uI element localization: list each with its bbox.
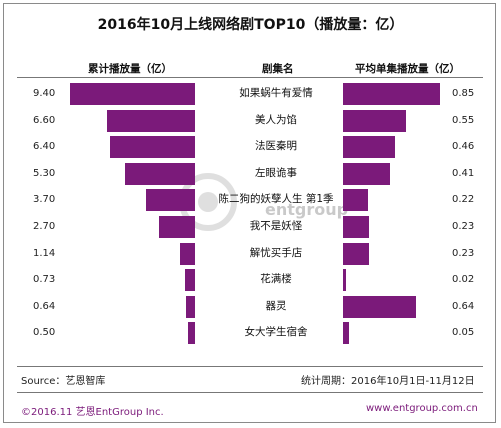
- left-value-label: 2.70: [33, 221, 56, 232]
- left-bar: [179, 242, 195, 265]
- right-bar: [343, 83, 440, 105]
- category-label: 解忧买手店: [249, 246, 303, 259]
- category-label: 我不是妖怪: [249, 220, 303, 232]
- category-label: 器灵: [265, 299, 287, 312]
- right-bar: [343, 322, 349, 345]
- left-bar: [159, 216, 195, 238]
- right-value-label: 0.23: [452, 221, 475, 232]
- footer-rule-top: [17, 366, 483, 367]
- left-value-label: 0.64: [33, 300, 56, 312]
- right-value-label: 0.46: [452, 141, 475, 153]
- left-value-label: 1.14: [33, 247, 56, 259]
- left-bar: [109, 136, 195, 159]
- right-bar: [343, 109, 406, 132]
- right-bar: [343, 162, 390, 185]
- right-value-label: 0.64: [452, 300, 475, 312]
- category-label: 美人为馅: [255, 113, 297, 126]
- right-bar: [343, 189, 369, 212]
- right-bar: [343, 216, 370, 238]
- right-bar: [343, 242, 370, 265]
- right-value-label: 0.55: [452, 114, 475, 126]
- footer-source: Source：艺恩智库: [21, 376, 106, 387]
- footer-rule-bottom: [17, 392, 483, 393]
- header-left: 累计播放量（亿）: [88, 63, 172, 75]
- left-bar: [124, 162, 195, 185]
- left-value-label: 9.40: [33, 88, 56, 99]
- category-label: 花满楼: [260, 273, 292, 286]
- left-value-label: 6.60: [33, 114, 56, 126]
- header-center: 剧集名: [262, 63, 294, 75]
- chart-title: 2016年10月上线网络剧TOP10（播放量：亿）: [97, 17, 404, 33]
- footer-copyright: ©2016.11 艺恩EntGroup Inc.: [21, 407, 164, 418]
- right-value-label: 0.05: [452, 327, 475, 339]
- left-bar: [107, 109, 195, 132]
- header-right: 平均单集播放量（亿）: [355, 63, 460, 75]
- right-bar: [343, 269, 346, 292]
- category-label: 左眼诡事: [255, 166, 297, 179]
- watermark-text: entgroup: [265, 200, 349, 219]
- right-value-label: 0.02: [452, 274, 475, 286]
- left-bar: [188, 322, 195, 345]
- left-bar: [145, 189, 195, 212]
- footer-period: 统计周期：2016年10月1日-11月12日: [301, 376, 475, 387]
- right-bar: [343, 136, 396, 159]
- right-value-label: 0.41: [452, 167, 475, 179]
- right-value-label: 0.22: [452, 194, 475, 206]
- category-label: 如果蜗牛有爱情: [239, 87, 313, 99]
- right-value-label: 0.85: [452, 88, 475, 99]
- left-bar: [185, 269, 195, 292]
- left-value-label: 5.30: [33, 167, 56, 179]
- left-value-label: 0.73: [33, 274, 56, 286]
- category-label: 女大学生宿舍: [244, 326, 308, 339]
- left-value-label: 6.40: [33, 141, 56, 153]
- left-bar: [70, 83, 195, 105]
- left-value-label: 3.70: [33, 194, 56, 206]
- footer-website: www.entgroup.com.cn: [366, 403, 478, 414]
- header-rule: [17, 77, 483, 78]
- category-label: 陈二狗的妖孽人生 第1季: [218, 193, 334, 206]
- left-bar: [186, 295, 195, 318]
- left-value-label: 0.50: [33, 327, 56, 339]
- right-bar: [343, 295, 417, 318]
- category-label: 法医秦明: [255, 140, 297, 153]
- chart-frame: [3, 3, 496, 423]
- right-value-label: 0.23: [452, 247, 475, 259]
